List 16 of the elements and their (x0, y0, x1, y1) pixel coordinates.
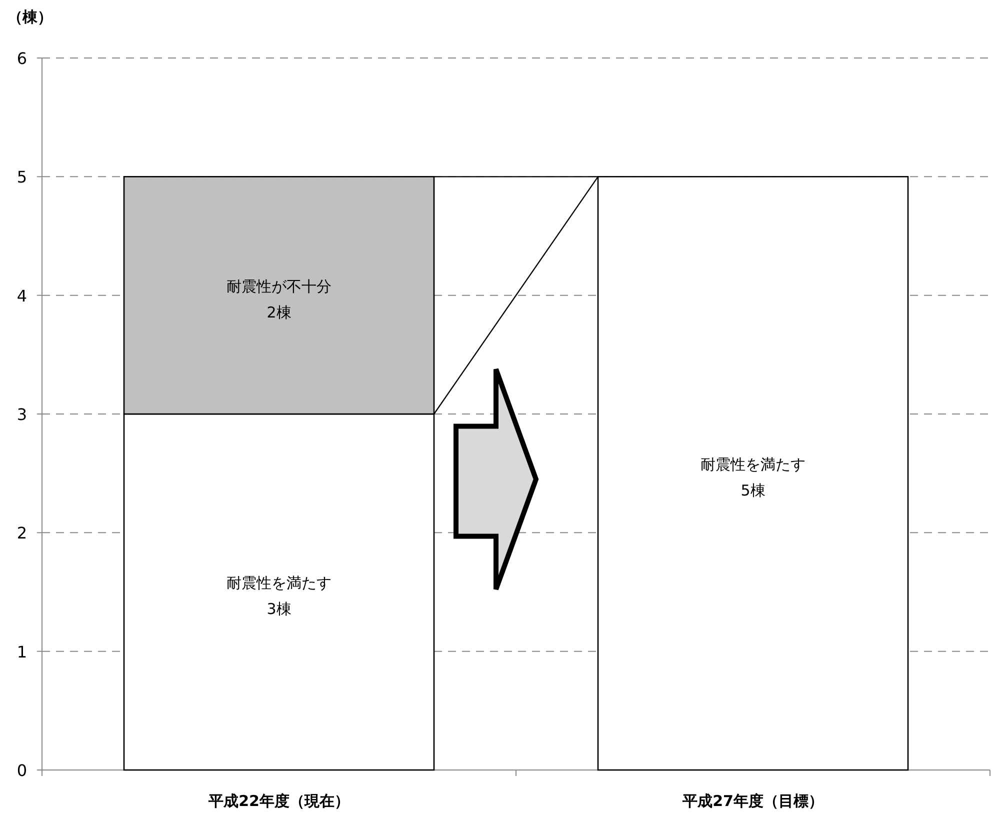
y-tick-label: 4 (16, 286, 28, 306)
series-label: 耐震性が不十分 (226, 277, 332, 296)
data-label: 2棟 (266, 303, 292, 322)
x-tick-label: 平成22年度（現在） (208, 792, 350, 810)
x-tick-label: 平成27年度（目標） (682, 792, 824, 810)
data-label: 5棟 (740, 481, 766, 500)
y-axis-title: （棟） (8, 8, 52, 26)
data-label: 3棟 (266, 600, 292, 618)
y-tick-label: 3 (16, 405, 28, 424)
text: 耐震性を満たす (700, 455, 806, 474)
y-tick-label: 6 (16, 49, 28, 68)
y-tick-label: 0 (16, 761, 28, 780)
series-label: 耐震性を満たす (226, 574, 332, 592)
y-tick-label: 2 (16, 524, 28, 543)
y-tick-label: 5 (16, 168, 28, 187)
y-tick-label: 1 (16, 642, 28, 662)
